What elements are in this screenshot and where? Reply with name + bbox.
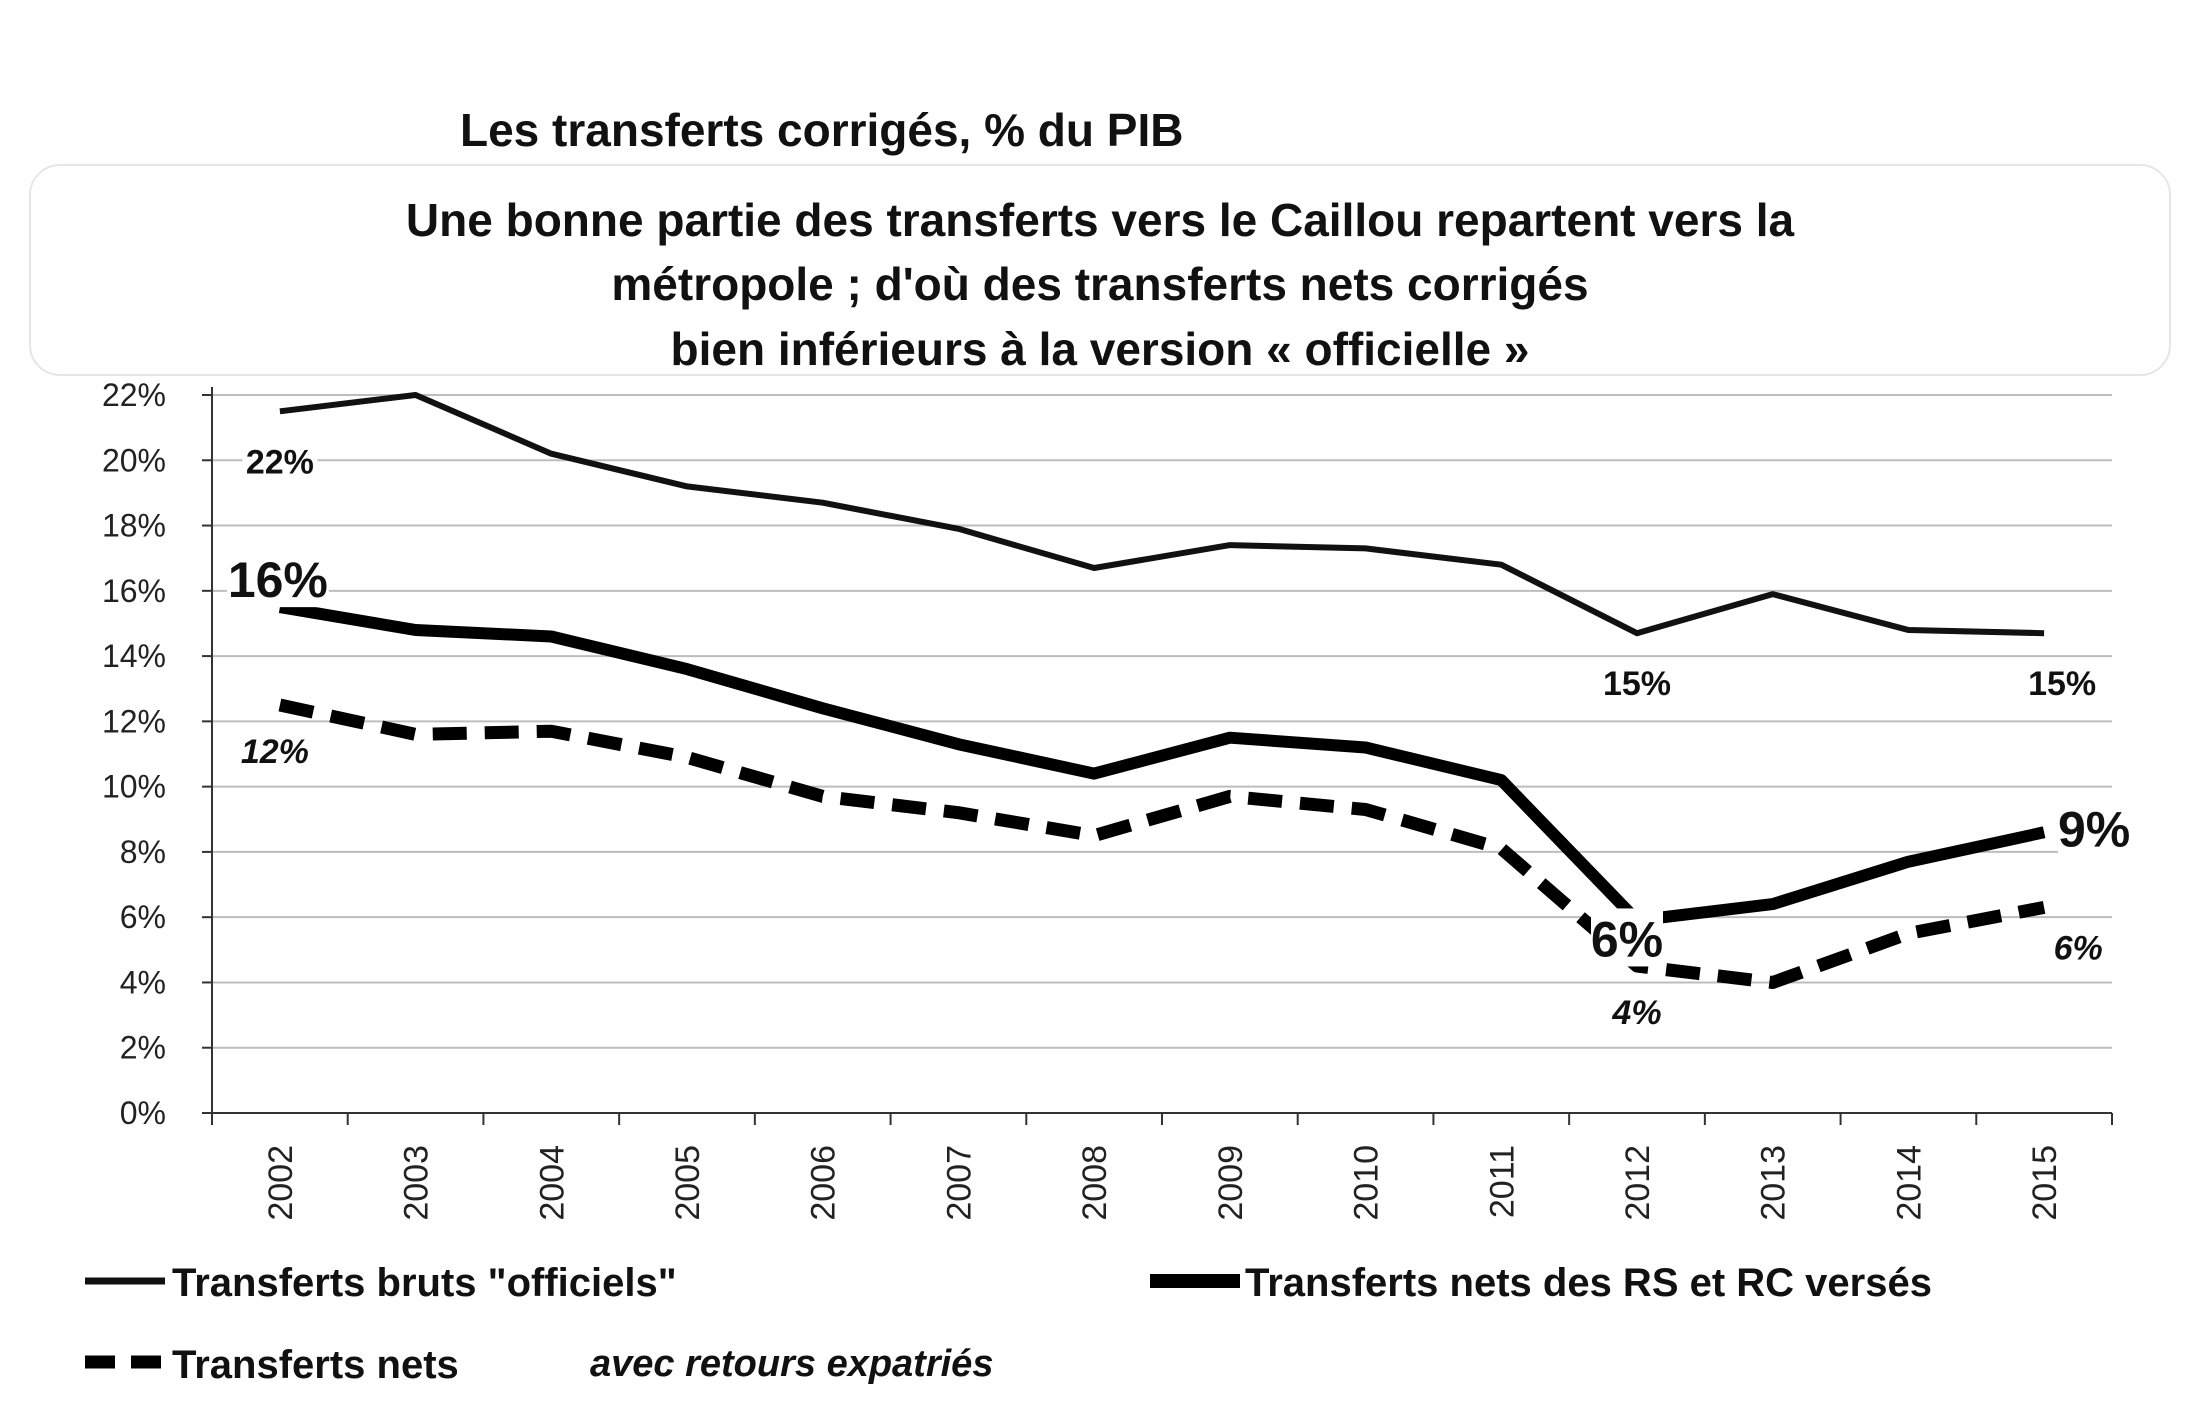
gridlines — [202, 394, 2112, 1114]
y-axis-ticks: 0% 2% 4% 6% 8% 10% 12% 14% 16% 18% 20% 22% — [102, 377, 166, 1131]
data-label: 4% — [1611, 994, 1661, 1032]
axes — [211, 387, 2113, 1125]
subtitle-line-2: métropole ; d'où des transferts nets cor… — [611, 258, 1588, 310]
data-label-bg — [2058, 798, 2131, 857]
data-labels: 22% 15% 15% 16% 6% 9% 12% 4% 6% — [226, 439, 2131, 1035]
subtitle-box — [29, 164, 2171, 376]
x-axis-ticks: 2002 2003 2004 2005 2006 2007 2008 2009 2010 2011… — [262, 1145, 2064, 1221]
data-label: 15% — [2028, 665, 2096, 703]
series-line-2 — [278, 698, 2046, 989]
x-tick-label: 2006 — [805, 1145, 843, 1221]
y-tick-label: 6% — [120, 899, 166, 935]
data-label-bg — [237, 729, 313, 774]
x-tick-label: 2008 — [1076, 1145, 1114, 1221]
y-tick-label: 2% — [120, 1030, 166, 1066]
y-tick-label: 18% — [102, 508, 166, 544]
x-tick-label: 2012 — [1619, 1145, 1657, 1221]
y-tick-label: 0% — [120, 1095, 166, 1131]
chart-title: Les transferts corrigés, % du PIB — [460, 104, 1183, 156]
x-tick-label: 2004 — [533, 1145, 571, 1221]
x-tick-label: 2007 — [940, 1145, 978, 1221]
y-tick-label: 12% — [102, 703, 166, 739]
x-tick-label: 2005 — [669, 1145, 707, 1221]
y-tick-label: 20% — [102, 442, 166, 478]
y-tick-label: 22% — [102, 377, 166, 413]
data-label-bg — [2024, 661, 2100, 706]
y-tick-label: 16% — [102, 573, 166, 609]
data-label: 22% — [246, 443, 314, 481]
data-label: 16% — [228, 552, 328, 608]
x-tick-label: 2010 — [1348, 1145, 1386, 1221]
series-line-0 — [279, 392, 2045, 637]
series-lines — [278, 392, 2046, 989]
subtitle-line-1: Une bonne partie des transferts vers le … — [406, 194, 1795, 246]
legend: Transferts bruts "officiels" Transferts … — [85, 1261, 1932, 1387]
data-label-bg — [242, 439, 318, 484]
legend-label-suffix: avec retours expatriés — [590, 1343, 993, 1385]
x-tick-label: 2013 — [1755, 1145, 1793, 1221]
x-tick-label: 2009 — [1212, 1145, 1250, 1221]
data-label-bg — [2051, 925, 2106, 970]
legend-label-nets-rs-rc: Transferts nets des RS et RC versés — [1245, 1261, 1932, 1305]
data-label-bg — [1599, 661, 1675, 706]
data-label: 6% — [1591, 911, 1663, 967]
y-tick-label: 4% — [120, 964, 166, 1000]
x-tick-label: 2015 — [2026, 1145, 2064, 1221]
data-label: 9% — [2058, 801, 2130, 857]
legend-label-bruts: Transferts bruts "officiels" — [172, 1261, 677, 1305]
x-tick-label: 2003 — [398, 1145, 436, 1221]
subtitle-line-3: bien inférieurs à la version « officiell… — [671, 323, 1530, 375]
series-line-1 — [278, 601, 2046, 927]
x-tick-label: 2011 — [1483, 1145, 1521, 1218]
y-tick-label: 10% — [102, 769, 166, 805]
data-label: 6% — [2054, 929, 2103, 967]
data-label-bg — [1610, 990, 1664, 1035]
legend-label-nets-expat: Transferts nets — [172, 1343, 459, 1387]
data-label: 15% — [1603, 665, 1671, 703]
data-label-bg — [1591, 908, 1663, 967]
data-label-bg — [226, 549, 329, 608]
y-tick-label: 14% — [102, 638, 166, 674]
data-label: 12% — [241, 733, 309, 771]
x-tick-label: 2002 — [262, 1145, 300, 1221]
y-tick-label: 8% — [120, 834, 166, 870]
x-tick-label: 2014 — [1890, 1145, 1928, 1221]
